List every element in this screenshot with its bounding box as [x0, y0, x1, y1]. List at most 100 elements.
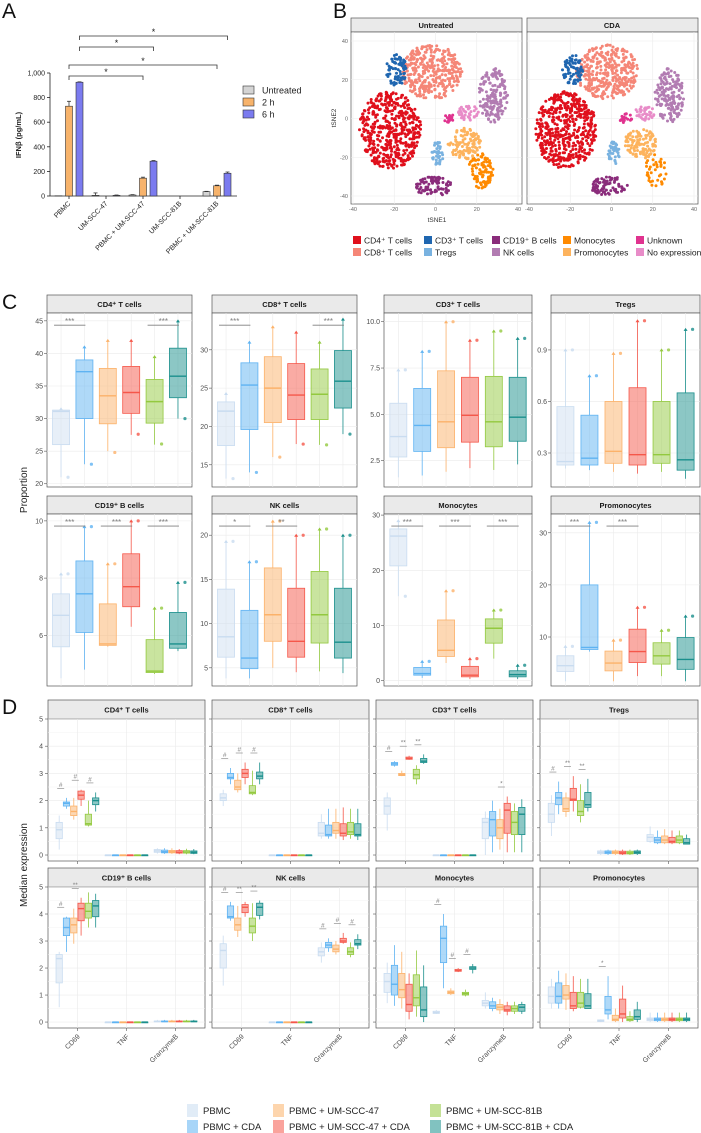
tsne-point [429, 74, 433, 78]
tsne-point [382, 160, 386, 163]
whisker-marker [444, 589, 449, 593]
tsne-point [540, 133, 544, 137]
whisker-marker [587, 520, 592, 524]
tsne-point [647, 155, 650, 159]
box [562, 797, 570, 812]
box [577, 991, 585, 1008]
facet-title: Promonocytes [593, 874, 645, 883]
tsne-point [424, 185, 428, 189]
significance-label: # [465, 948, 469, 955]
significance-label: * [601, 960, 604, 967]
tsne-point [444, 86, 448, 90]
significance-label: *** [65, 518, 74, 527]
legend-label: CD8⁺ T cells [364, 248, 412, 258]
tsne-point [661, 92, 665, 96]
tsne-point [576, 79, 580, 83]
tsne-point [656, 178, 660, 182]
whisker-marker [247, 560, 252, 564]
tsne-point [454, 143, 458, 147]
tsne-point [488, 81, 492, 85]
significance-label: * [152, 27, 156, 37]
facet-title: Tregs [615, 300, 635, 309]
tsne-point [665, 87, 668, 91]
tsne-point [491, 84, 495, 88]
tsne-point [663, 113, 666, 117]
tsne-point [456, 150, 460, 154]
tsne-point [621, 76, 625, 80]
tsne-point [361, 112, 365, 116]
tsne-point [659, 173, 663, 177]
tsne-point [462, 126, 466, 130]
tsne-point [660, 73, 664, 77]
tsne-point [481, 97, 485, 101]
significance-label: * [104, 67, 108, 77]
tsne-point [437, 156, 441, 160]
tsne-point [622, 59, 626, 63]
tsne-point [547, 155, 550, 159]
x-tick-label: TNF [444, 1033, 459, 1048]
tsne-point [561, 114, 565, 118]
legend-swatch [273, 1120, 284, 1133]
tsne-point [635, 135, 639, 139]
tsne-point [591, 73, 594, 77]
tsne-point [656, 91, 660, 95]
tsne-point [421, 45, 425, 49]
tsne-point [588, 89, 592, 93]
tsne-point [498, 91, 502, 95]
tsne-point [559, 129, 563, 133]
box [413, 388, 432, 452]
tsne-point [406, 129, 410, 133]
legend-swatch [430, 1104, 441, 1117]
whisker-marker [491, 608, 496, 612]
tsne-point [603, 72, 607, 76]
tsne-point [642, 143, 646, 146]
box [389, 528, 408, 567]
tsne-point [583, 106, 587, 110]
tsne-point [575, 135, 579, 139]
tsne-point [575, 111, 579, 115]
tsne-point [569, 74, 573, 78]
tsne-point [626, 71, 630, 75]
tsne-point [646, 159, 650, 163]
x-tick-label: -40 [349, 207, 357, 213]
bar [91, 195, 100, 197]
tsne-point [404, 159, 407, 163]
tsne-point [384, 119, 388, 123]
tsne-point [421, 66, 425, 70]
tsne-point [403, 125, 407, 129]
tsne-point [406, 55, 409, 59]
data-point [403, 368, 407, 372]
tsne-point [660, 182, 664, 186]
tsne-point [582, 99, 585, 103]
tsne-point [557, 147, 561, 151]
tsne-point [409, 107, 413, 111]
legend-label: PBMC + CDA [203, 1122, 262, 1133]
tsne-point [549, 149, 553, 153]
tsne-point [391, 109, 395, 113]
tsne-point [550, 127, 554, 131]
tsne-point [393, 67, 397, 70]
tsne-point [568, 165, 572, 168]
tsne-point [409, 56, 413, 60]
tsne-point [601, 187, 605, 191]
tsne-point [658, 160, 662, 164]
whisker-marker [611, 351, 616, 355]
box [226, 773, 235, 780]
tsne-point [397, 116, 401, 120]
legend-swatch [242, 109, 255, 119]
tsne-point [565, 130, 568, 134]
tsne-point [453, 63, 457, 67]
tsne-point [408, 73, 412, 77]
tsne-point [534, 127, 538, 131]
tsne-point [373, 122, 377, 126]
tsne-point [576, 161, 580, 165]
tsne-point [387, 156, 391, 160]
tsne-point [626, 117, 630, 121]
tsne-point [390, 112, 394, 116]
tsne-point [389, 81, 393, 85]
significance-label: # [436, 898, 440, 905]
box [92, 900, 100, 918]
tsne-point [558, 106, 562, 110]
